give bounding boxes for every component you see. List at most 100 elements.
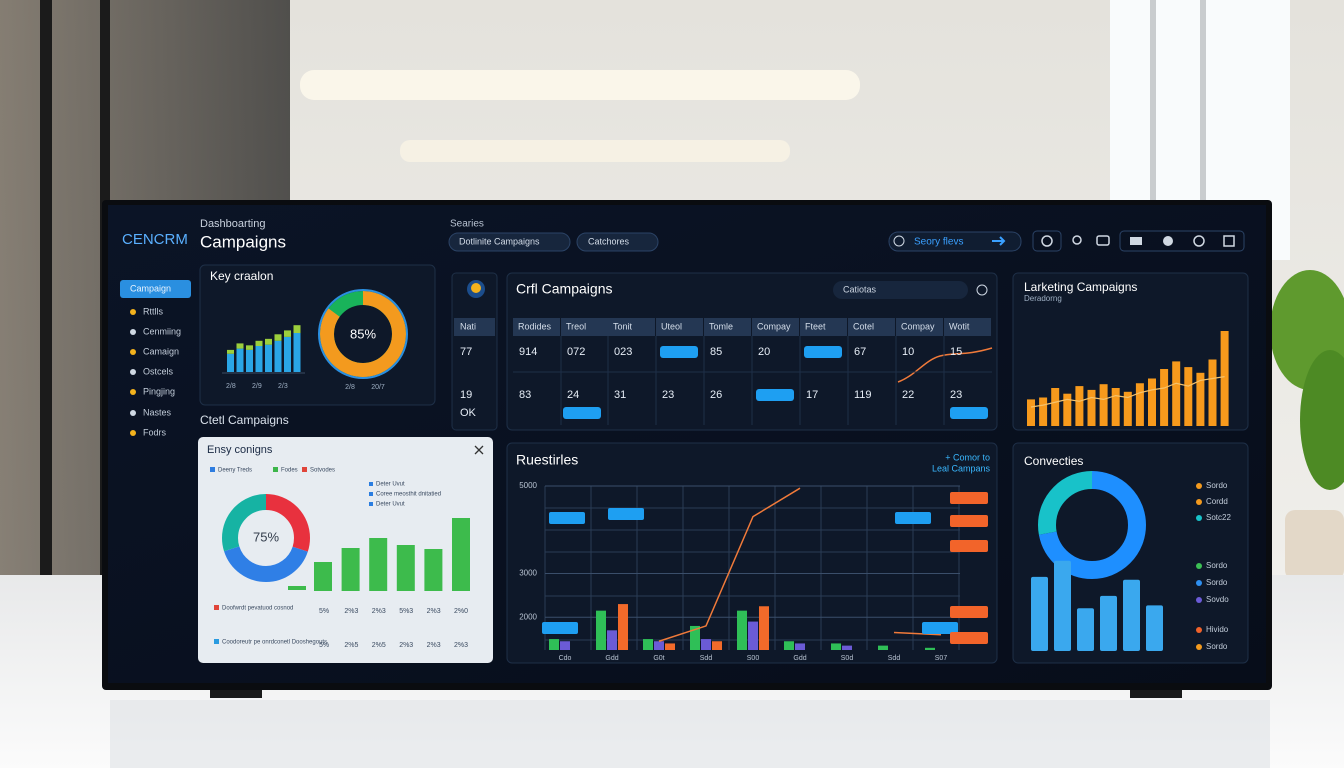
table-cell: 23 — [950, 389, 962, 401]
frame — [40, 0, 52, 580]
panel-title: Ensy conigns — [207, 444, 273, 456]
table-header[interactable]: Compay — [757, 321, 791, 331]
donut-segment — [222, 494, 310, 582]
legend-dot — [1196, 644, 1202, 650]
search-label[interactable]: Seory flevs — [914, 237, 963, 248]
pill-label[interactable]: Dotlinite Campaigns — [459, 236, 540, 246]
badge — [542, 622, 578, 634]
icon[interactable] — [1096, 235, 1110, 246]
bar — [607, 630, 617, 650]
bar — [831, 643, 841, 650]
bar — [1148, 378, 1156, 426]
table-header[interactable]: Wotit — [949, 321, 970, 331]
row-label: Doofwrdt pevatuod cosnod — [222, 606, 293, 612]
plant — [1300, 350, 1344, 490]
note-swatch — [369, 502, 373, 506]
table-header[interactable]: Compay — [901, 321, 935, 331]
legend-dot — [1196, 563, 1202, 569]
bar — [654, 641, 664, 650]
header-cell — [454, 318, 495, 336]
search[interactable] — [888, 231, 1022, 252]
table-header[interactable]: Tonit — [613, 321, 633, 331]
nav-item[interactable]: Rttlls — [143, 306, 163, 316]
table-header[interactable]: Uteol — [661, 321, 682, 331]
axis-label: 2/9 — [252, 383, 262, 390]
nav-item[interactable]: Fodrs — [143, 427, 167, 437]
pill-label[interactable]: Catchores — [588, 236, 630, 246]
nav-item[interactable]: Nastes — [143, 407, 172, 417]
bar — [618, 604, 628, 650]
nav-item[interactable]: Camaign — [143, 346, 179, 356]
panel-title: Crfl Campaigns — [516, 281, 612, 297]
icon[interactable] — [1130, 237, 1142, 245]
section-label: Ctetl Campaigns — [200, 413, 289, 427]
table-search[interactable] — [833, 281, 968, 299]
table-header[interactable]: Fteet — [805, 321, 826, 331]
icon[interactable] — [1072, 235, 1082, 245]
bar — [452, 518, 470, 591]
donut-segment — [1038, 471, 1146, 579]
nav-item[interactable]: Campaign — [130, 283, 171, 293]
x-tick-label: Cdo — [559, 655, 572, 662]
bar — [712, 641, 722, 650]
link[interactable]: + Comor to — [945, 452, 990, 462]
bar — [293, 333, 301, 372]
bar — [842, 645, 852, 650]
icon[interactable] — [1193, 235, 1205, 247]
icon[interactable] — [1163, 236, 1173, 246]
panel-title: Convecties — [1024, 454, 1083, 468]
frame — [1200, 0, 1206, 260]
bar — [1077, 608, 1094, 651]
nav-icon — [130, 309, 136, 315]
badge — [950, 540, 988, 552]
nav-active[interactable] — [120, 280, 191, 298]
icon-button[interactable] — [1032, 230, 1062, 252]
legend-label: Sordo — [1206, 642, 1228, 651]
header-cell — [704, 318, 751, 336]
x-tick-label: Gdd — [605, 655, 618, 662]
bar — [341, 548, 360, 591]
legend-dot — [1196, 627, 1202, 633]
legend-swatch — [210, 467, 215, 472]
bar — [1087, 389, 1096, 426]
table-cell: 17 — [806, 389, 818, 401]
line — [1030, 376, 1225, 408]
panel-title: Key craalon — [210, 269, 273, 283]
search-icon — [893, 235, 905, 247]
table-header[interactable]: Cotel — [853, 321, 874, 331]
legend-label: Sotc22 — [1206, 513, 1231, 522]
legend-label: Deeny Treds — [218, 468, 252, 474]
nav-item[interactable]: Cenmiing — [143, 326, 181, 336]
search-label[interactable]: Catiotas — [843, 284, 877, 294]
bar — [1054, 560, 1071, 651]
table-cell: 67 — [854, 346, 866, 358]
close-icon[interactable] — [474, 445, 484, 455]
bar — [1172, 361, 1181, 426]
panel-title: Larketing Campaigns — [1024, 280, 1137, 294]
reflection — [110, 700, 1270, 768]
header-cell — [752, 318, 799, 336]
x-tick-label: S0d — [841, 655, 854, 662]
bar — [784, 641, 794, 650]
note-swatch — [369, 492, 373, 496]
note: Coree meosthit dnitatied — [376, 492, 441, 498]
bar — [1184, 367, 1193, 426]
bar — [314, 562, 332, 591]
pill[interactable] — [448, 232, 571, 252]
bar — [737, 610, 747, 650]
table-header[interactable]: Rodides — [518, 321, 552, 331]
bar — [1027, 399, 1035, 426]
badge — [608, 508, 644, 520]
badge — [549, 512, 585, 524]
badge — [756, 389, 794, 401]
table-header[interactable]: Treol — [566, 321, 586, 331]
nav-item[interactable]: Pingjing — [143, 386, 175, 396]
pill[interactable] — [576, 232, 659, 252]
bar — [1146, 605, 1163, 651]
nav-item[interactable]: Ostcels — [143, 366, 174, 376]
icon[interactable] — [1223, 235, 1235, 247]
link[interactable]: Leal Campans — [932, 463, 991, 473]
table-header[interactable]: Tomle — [709, 321, 733, 331]
nav-icon — [130, 389, 136, 395]
